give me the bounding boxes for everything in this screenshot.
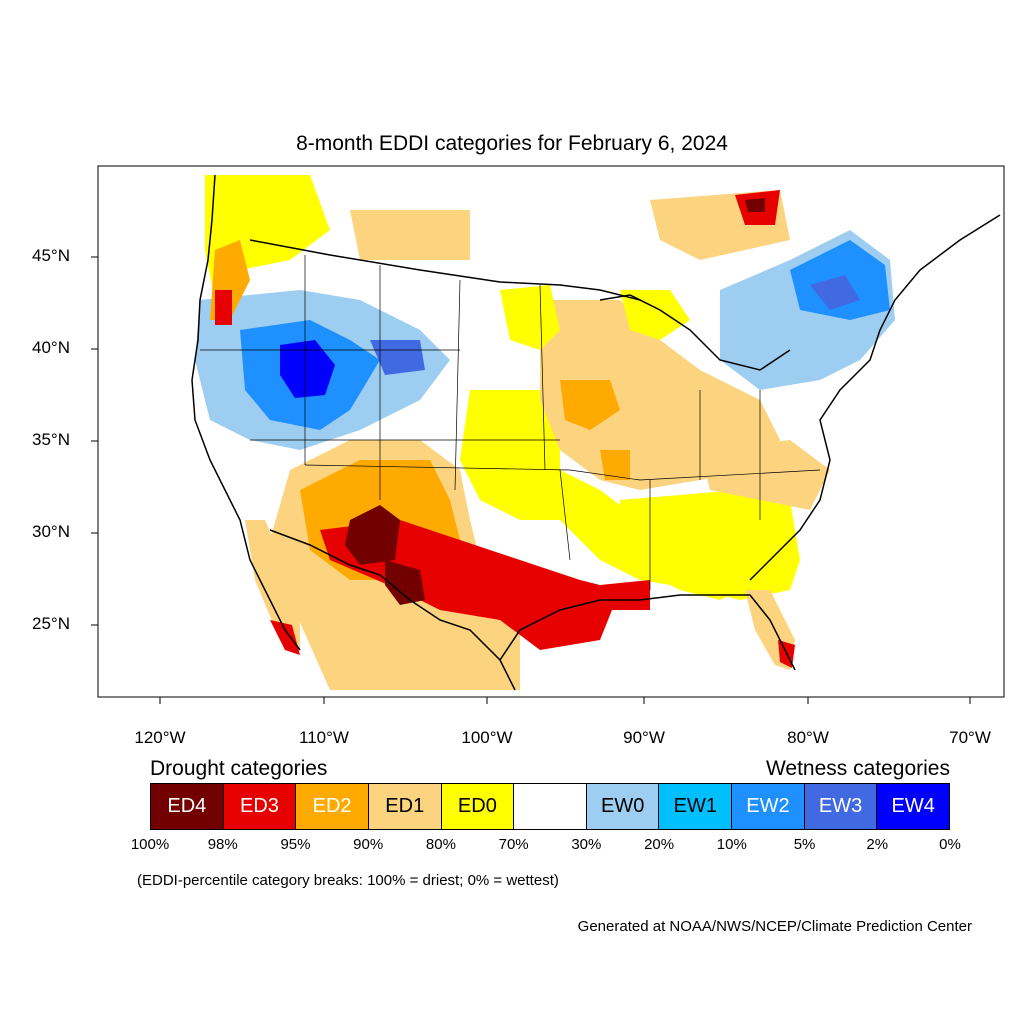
legend-ed0: ED0	[441, 784, 515, 829]
canada-ed1-region	[350, 210, 470, 260]
map-title: 8-month EDDI categories for February 6, …	[296, 132, 728, 155]
east-coastline	[749, 214, 1001, 581]
california-ed1-region	[245, 520, 300, 650]
west-coastline	[191, 174, 301, 651]
lat-label-40: 40°N	[32, 338, 70, 357]
drought-heading: Drought categories	[150, 757, 328, 780]
big-bend-ed4-region	[385, 560, 425, 605]
lat-label-35: 35°N	[32, 430, 70, 449]
new-mexico-ed4-region	[345, 505, 400, 565]
legend-ed3: ED3	[223, 784, 297, 829]
credit-line: Generated at NOAA/NWS/NCEP/Climate Predi…	[577, 918, 972, 935]
legend-break-label: 100%	[130, 836, 170, 853]
lat-label-30: 30°N	[32, 522, 70, 541]
iowa-ed2-region	[560, 380, 620, 430]
oregon-ed3-region	[215, 290, 232, 325]
legend-break-label: 20%	[644, 836, 675, 853]
us-canada-border	[249, 239, 641, 301]
breaks-note: (EDDI-percentile category breaks: 100% =…	[137, 872, 559, 889]
illinois-ed2-region	[600, 450, 630, 480]
boundary-layer	[191, 174, 1001, 691]
quebec-ed4-region	[745, 198, 765, 212]
legend-ew1: EW1	[659, 784, 733, 829]
lat-label-25: 25°N	[32, 614, 70, 633]
legend-ew0: EW0	[586, 784, 660, 829]
legend-neutral	[514, 784, 587, 829]
legend-break-label: 30%	[571, 836, 602, 853]
rockies-wet-region	[370, 340, 425, 375]
legend-bar: ED4 ED3 ED2 ED1 ED0 EW0 EW1 EW2 EW3 EW4	[150, 783, 950, 830]
lon-label-100: 100°W	[461, 728, 513, 747]
legend-break-label: 0%	[939, 836, 961, 853]
northeast-ew3-region	[810, 275, 860, 310]
southeast-ed0-region	[620, 490, 800, 600]
legend-ew4: EW4	[877, 784, 950, 829]
louisiana-ed3-region	[600, 580, 650, 610]
west-ew4-region	[280, 340, 335, 398]
lon-label-70: 70°W	[949, 728, 991, 747]
region-layer	[195, 175, 895, 690]
tick-marks	[91, 256, 971, 704]
wetness-heading: Wetness categories	[765, 757, 950, 780]
baja-ed3-region	[270, 620, 300, 655]
legend-break-label: 90%	[353, 836, 384, 853]
legend-break-label: 80%	[425, 836, 456, 853]
great-lakes-ed0-region	[620, 290, 690, 340]
legend-ed1: ED1	[368, 784, 442, 829]
legend-ed4: ED4	[151, 784, 224, 829]
legend-break-label: 98%	[207, 836, 238, 853]
lon-label-120: 120°W	[134, 728, 186, 747]
legend-break-label: 95%	[280, 836, 311, 853]
legend-break-label: 10%	[716, 836, 747, 853]
northern-ed0-region	[500, 285, 560, 350]
mexico-border	[269, 529, 516, 691]
southeast-ed1-region	[700, 440, 830, 510]
great-lakes-shore	[599, 294, 791, 371]
lon-label-80: 80°W	[787, 728, 829, 747]
legend-ew2: EW2	[732, 784, 805, 829]
lat-label-45: 45°N	[32, 246, 70, 265]
legend-ed2: ED2	[296, 784, 369, 829]
gulf-coastline	[499, 594, 796, 671]
legend-break-label: 70%	[498, 836, 529, 853]
lon-label-110: 110°W	[299, 728, 349, 747]
midwest-ed1-region	[540, 300, 780, 490]
legend-break-label: 2%	[866, 836, 889, 853]
legend-ew3: EW3	[804, 784, 878, 829]
lon-label-90: 90°W	[623, 728, 665, 747]
state-lines	[200, 255, 821, 590]
legend-break-label: 5%	[793, 836, 816, 853]
